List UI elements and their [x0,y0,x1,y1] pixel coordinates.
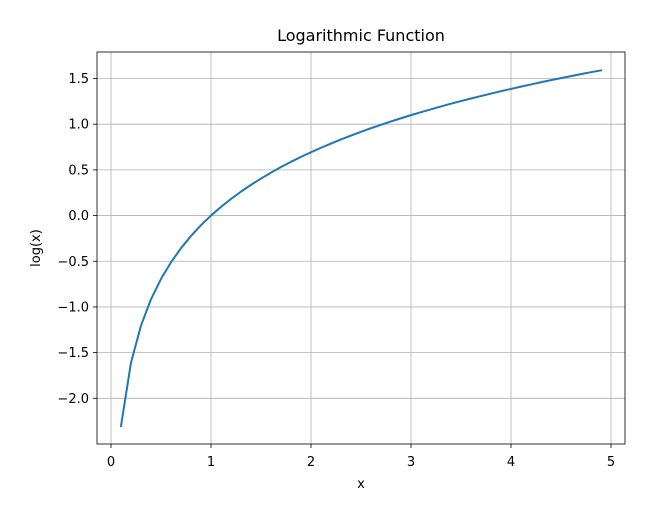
x-axis: 0 1 2 3 4 5 [107,444,615,470]
y-axis-label: log(x) [29,229,44,267]
x-tick-label: 2 [307,455,315,470]
x-tick-label: 0 [107,455,115,470]
y-tick-label: −2.0 [57,392,89,407]
y-axis: −2.0 −1.5 −1.0 −0.5 0.0 0.5 1.0 1.5 [57,72,97,407]
x-tick-label: 3 [407,455,415,470]
x-tick-label: 5 [607,455,615,470]
plot-frame [96,51,626,445]
x-tick-label: 1 [207,455,215,470]
chart-title: Logarithmic Function [277,26,445,45]
y-tick-label: 0.5 [68,163,89,178]
grid [97,52,625,444]
y-tick-label: 0.0 [68,209,89,224]
plot-area [119,69,603,428]
x-axis-label: x [357,477,365,492]
y-tick-label: −0.5 [57,255,89,270]
series-line [119,69,603,428]
y-tick-label: 1.5 [68,72,89,87]
x-tick-label: 4 [507,455,515,470]
y-tick-label: −1.5 [57,346,89,361]
y-tick-label: −1.0 [57,300,89,315]
y-tick-label: 1.0 [68,118,89,133]
